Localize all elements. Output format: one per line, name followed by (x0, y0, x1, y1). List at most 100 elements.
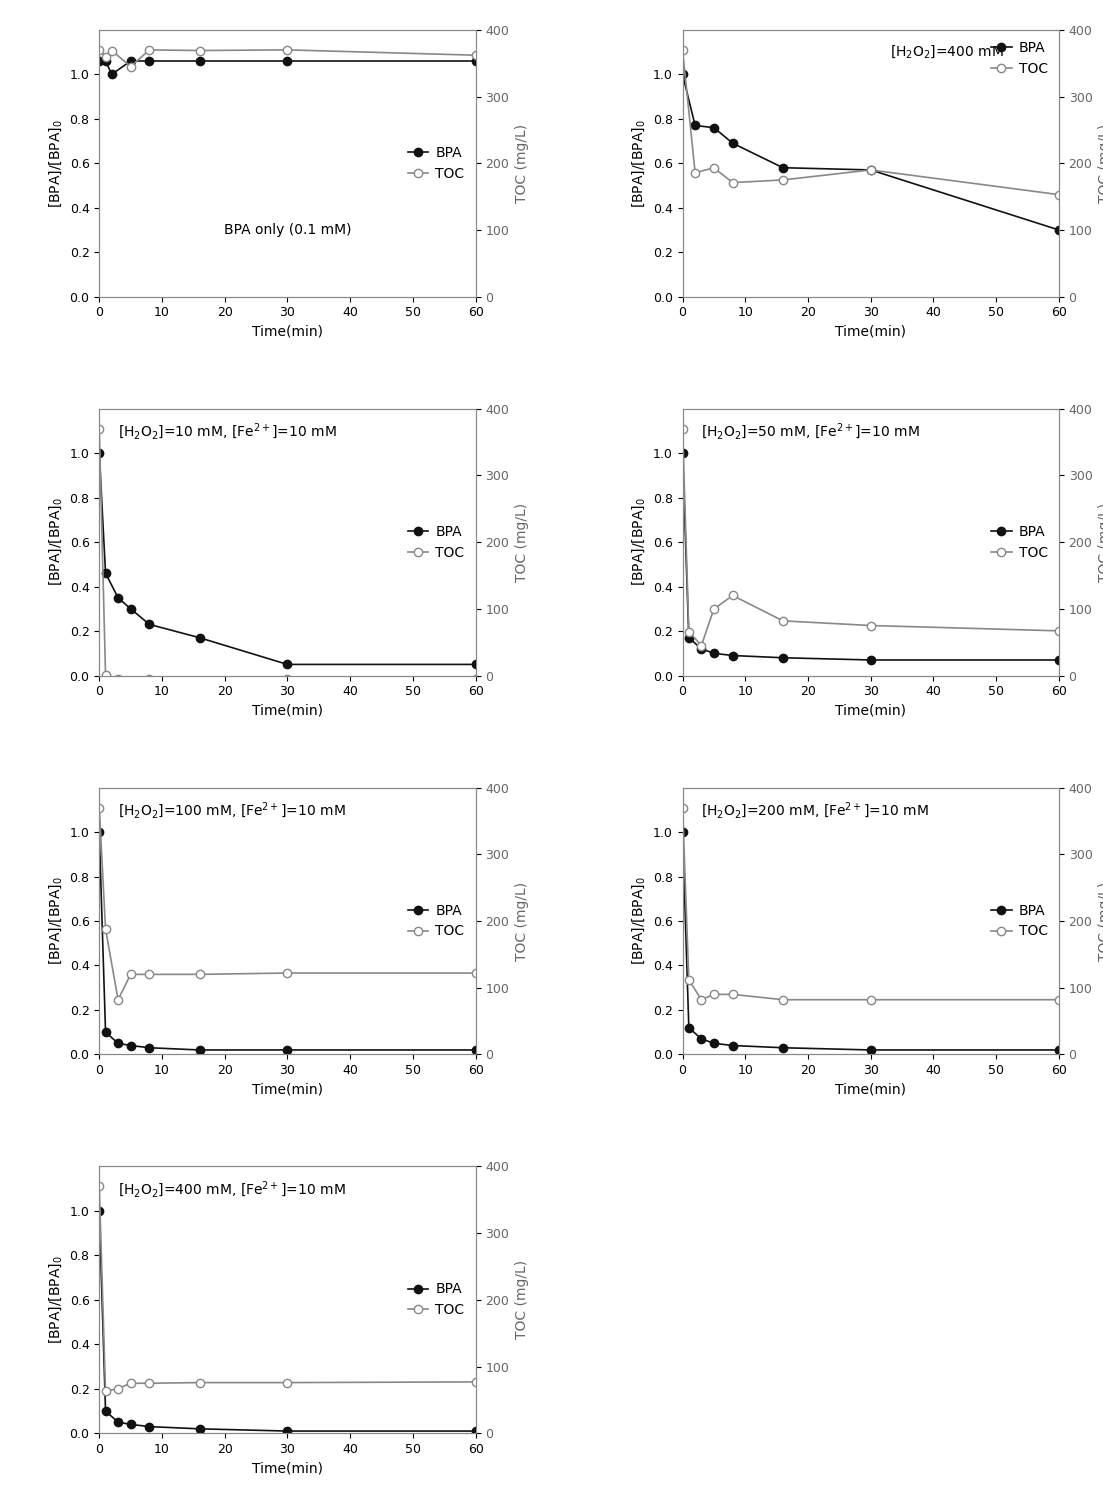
BPA (676, 823, 689, 841)
Line: BPA: BPA (95, 57, 480, 79)
TOC (695, 991, 708, 1009)
TOC (1052, 185, 1065, 203)
X-axis label: Time(min): Time(min) (251, 1082, 323, 1097)
X-axis label: Time(min): Time(min) (251, 703, 323, 718)
Text: [H$_2$O$_2$]=10 mM, [Fe$^{2+}$]=10 mM: [H$_2$O$_2$]=10 mM, [Fe$^{2+}$]=10 mM (118, 423, 336, 442)
BPA (124, 52, 137, 70)
TOC (93, 799, 106, 817)
BPA (469, 52, 482, 70)
Line: BPA: BPA (95, 829, 480, 1054)
TOC (683, 970, 696, 988)
TOC (111, 670, 125, 688)
TOC (281, 670, 295, 688)
TOC (726, 587, 739, 605)
TOC (777, 612, 790, 630)
TOC (93, 420, 106, 437)
BPA (99, 52, 113, 70)
X-axis label: Time(min): Time(min) (835, 325, 907, 339)
BPA (683, 1018, 696, 1036)
Y-axis label: [BPA]/[BPA]$_0$: [BPA]/[BPA]$_0$ (47, 1256, 64, 1344)
BPA (683, 629, 696, 646)
BPA (726, 1036, 739, 1054)
Y-axis label: TOC (mg/L): TOC (mg/L) (515, 503, 528, 582)
TOC (193, 966, 206, 984)
BPA (281, 1423, 295, 1441)
TOC (99, 48, 113, 66)
BPA (864, 651, 877, 669)
TOC (193, 1374, 206, 1391)
Y-axis label: TOC (mg/L): TOC (mg/L) (515, 124, 528, 203)
Y-axis label: [BPA]/[BPA]$_0$: [BPA]/[BPA]$_0$ (631, 876, 647, 966)
TOC (469, 670, 482, 688)
BPA (1052, 221, 1065, 239)
BPA (676, 66, 689, 84)
TOC (864, 991, 877, 1009)
TOC (124, 1374, 137, 1391)
Legend: BPA, TOC: BPA, TOC (404, 899, 469, 942)
BPA (111, 1035, 125, 1053)
BPA (124, 1415, 137, 1433)
Y-axis label: TOC (mg/L): TOC (mg/L) (515, 881, 528, 960)
TOC (688, 164, 702, 182)
Line: TOC: TOC (678, 424, 1063, 649)
Line: TOC: TOC (95, 803, 480, 1003)
X-axis label: Time(min): Time(min) (835, 1082, 907, 1097)
Line: TOC: TOC (95, 46, 480, 70)
TOC (193, 676, 206, 694)
TOC (864, 617, 877, 635)
TOC (124, 58, 137, 76)
Text: BPA only (0.1 mM): BPA only (0.1 mM) (224, 222, 351, 237)
TOC (111, 1380, 125, 1397)
Legend: BPA, TOC: BPA, TOC (404, 521, 469, 564)
BPA (193, 1420, 206, 1438)
TOC (281, 964, 295, 982)
Text: [H$_2$O$_2$]=200 mM, [Fe$^{2+}$]=10 mM: [H$_2$O$_2$]=200 mM, [Fe$^{2+}$]=10 mM (702, 800, 929, 821)
Text: [H$_2$O$_2$]=100 mM, [Fe$^{2+}$]=10 mM: [H$_2$O$_2$]=100 mM, [Fe$^{2+}$]=10 mM (118, 800, 345, 821)
TOC (726, 173, 739, 191)
BPA (1052, 1041, 1065, 1059)
Y-axis label: [BPA]/[BPA]$_0$: [BPA]/[BPA]$_0$ (47, 497, 64, 587)
Line: TOC: TOC (678, 46, 1063, 199)
TOC (1052, 991, 1065, 1009)
TOC (93, 1178, 106, 1196)
BPA (707, 119, 720, 137)
TOC (142, 40, 156, 58)
BPA (99, 564, 113, 582)
TOC (281, 1374, 295, 1391)
BPA (1052, 651, 1065, 669)
Text: [H$_2$O$_2$]=400 mM: [H$_2$O$_2$]=400 mM (889, 43, 1004, 60)
BPA (695, 640, 708, 658)
Y-axis label: TOC (mg/L): TOC (mg/L) (1097, 124, 1103, 203)
Legend: BPA, TOC: BPA, TOC (404, 1278, 469, 1321)
TOC (676, 40, 689, 58)
BPA (142, 1418, 156, 1436)
BPA (469, 1041, 482, 1059)
TOC (124, 672, 137, 690)
BPA (142, 615, 156, 633)
BPA (105, 66, 118, 84)
TOC (124, 966, 137, 984)
Legend: BPA, TOC: BPA, TOC (987, 899, 1052, 942)
BPA (777, 158, 790, 176)
Line: TOC: TOC (95, 424, 480, 690)
TOC (142, 670, 156, 688)
TOC (469, 1374, 482, 1391)
Line: BPA: BPA (678, 449, 1063, 664)
BPA (281, 1041, 295, 1059)
BPA (707, 1035, 720, 1053)
Line: BPA: BPA (678, 829, 1063, 1054)
Line: TOC: TOC (678, 803, 1063, 1003)
Y-axis label: [BPA]/[BPA]$_0$: [BPA]/[BPA]$_0$ (631, 119, 647, 208)
X-axis label: Time(min): Time(min) (835, 703, 907, 718)
BPA (726, 646, 739, 664)
BPA (281, 655, 295, 673)
BPA (93, 52, 106, 70)
BPA (193, 52, 206, 70)
TOC (142, 966, 156, 984)
BPA (93, 823, 106, 841)
BPA (93, 1202, 106, 1220)
BPA (124, 600, 137, 618)
TOC (777, 991, 790, 1009)
BPA (707, 645, 720, 663)
BPA (124, 1036, 137, 1054)
